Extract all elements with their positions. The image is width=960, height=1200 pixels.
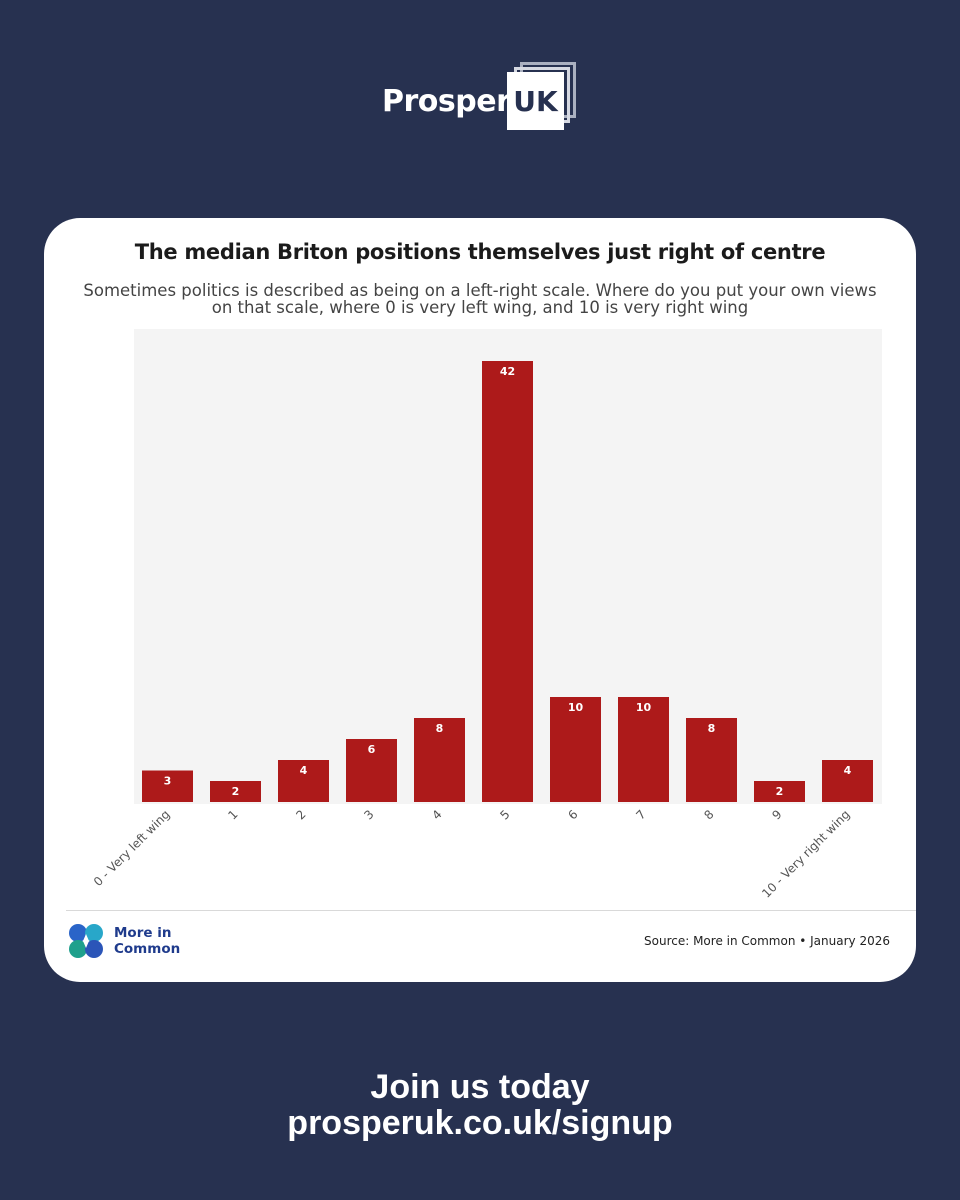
bar-value-label-1: 2 [232, 785, 240, 798]
bar-5 [482, 361, 533, 802]
x-tick-label-3: 3 [361, 807, 376, 822]
bar-10 [822, 760, 873, 802]
x-tick-label-8: 8 [701, 807, 716, 822]
x-tick-label-9: 9 [769, 807, 784, 822]
bars-layer: 3 2 4 6 8 42 10 10 8 2 4 [142, 361, 873, 802]
logo-box: UK [507, 72, 564, 130]
x-axis-labels: 0 - Very left wing 1 2 3 4 5 6 7 8 910 - Very rig… [91, 807, 853, 900]
logo-box-text: UK [513, 84, 558, 118]
logo-stacked-box-icon: UK [506, 60, 578, 132]
bar-value-label-4: 8 [436, 722, 444, 735]
bar-8 [686, 718, 737, 802]
bar-value-label-7: 10 [636, 701, 652, 714]
x-tick-label-4: 4 [429, 807, 444, 822]
logo-wordmark: Prosper [382, 84, 511, 119]
more-in-common-wordmark: More in Common [114, 925, 180, 957]
bar-9 [754, 781, 805, 802]
x-tick-label-7: 7 [633, 807, 648, 822]
bar-value-label-6: 10 [568, 701, 584, 714]
bar-value-label-8: 8 [708, 722, 716, 735]
source-note: Source: More in Common • January 2026 [644, 934, 890, 948]
cta-signup-link[interactable]: prosperuk.co.uk/signup [287, 1104, 673, 1142]
prosper-uk-logo: Prosper UK [382, 60, 582, 132]
more-in-common-logo: More in Common [66, 921, 196, 961]
chart-subtitle: Sometimes politics is described as being… [83, 281, 877, 317]
bar-chart: 3 2 4 6 8 42 10 10 8 2 4 0 - Very left wing 1 2 3 4 5 6 7… [91, 329, 882, 901]
x-tick-label-5: 5 [497, 807, 512, 822]
bar-3 [346, 739, 397, 802]
bar-value-label-0: 3 [164, 775, 172, 788]
bar-0 [142, 770, 193, 802]
bar-value-label-9: 2 [776, 785, 784, 798]
bar-value-label-10: 4 [844, 764, 852, 777]
bar-value-label-3: 6 [368, 743, 376, 756]
x-tick-label-0: 0 - Very left wing [91, 807, 173, 889]
chart-card: The median Briton positions themselves j… [44, 218, 916, 982]
bar-value-label-5: 42 [500, 365, 515, 378]
bar-4 [414, 718, 465, 802]
bar-7 [618, 697, 669, 802]
partner-name-line2: Common [114, 941, 181, 957]
more-in-common-icon [69, 924, 103, 958]
bar-value-label-2: 4 [300, 764, 308, 777]
bar-2 [278, 760, 329, 802]
bar-6 [550, 697, 601, 802]
chart-title: The median Briton positions themselves j… [134, 240, 826, 264]
x-tick-label-2: 2 [293, 807, 308, 822]
x-tick-label-10: 10 - Very right wing [759, 807, 852, 900]
x-tick-label-1: 1 [225, 807, 240, 822]
bar-1 [210, 781, 261, 802]
cta-heading: Join us today [370, 1068, 590, 1106]
partner-name-line1: More in [114, 925, 172, 941]
x-tick-label-6: 6 [565, 807, 580, 822]
card-divider [66, 910, 916, 911]
